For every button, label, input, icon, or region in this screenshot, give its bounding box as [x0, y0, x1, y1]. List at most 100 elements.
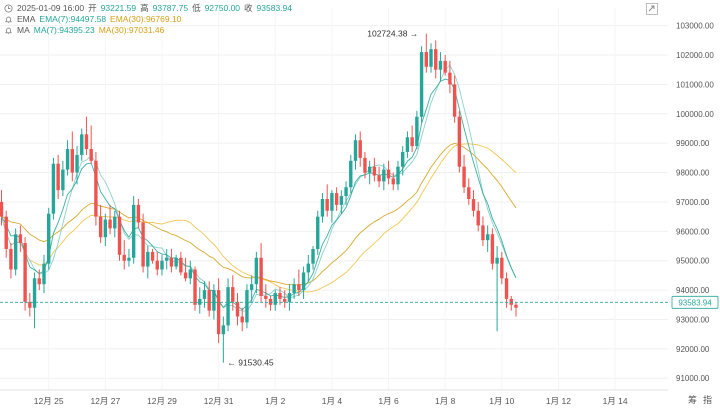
- candle: [401, 146, 405, 176]
- fullscreen-icon[interactable]: [646, 2, 658, 15]
- y-tick-label: 101000.00: [676, 80, 714, 89]
- ma-info-row[interactable]: MA MA(7):94395.23 MA(30):97031.46: [4, 25, 164, 35]
- y-tick-label: 93000.00: [676, 315, 710, 324]
- candle: [443, 55, 447, 76]
- candle: [325, 184, 329, 217]
- ma7-value: MA(7):94395.23: [33, 25, 95, 35]
- candle: [254, 251, 259, 294]
- candle: [207, 281, 211, 317]
- overlays: 93583.94 102724.38 → ← 91530.45: [0, 29, 719, 368]
- ma7-line: [1, 64, 517, 312]
- candle: [32, 272, 37, 329]
- candle-body: [141, 222, 145, 267]
- candle: [37, 269, 41, 291]
- candle: [405, 131, 410, 158]
- candle-body: [89, 149, 93, 161]
- indicator-tool-button[interactable]: 指: [702, 395, 712, 405]
- ohlc-info-row: 2025-01-09 16:00 开 93221.59 高 93787.75 低…: [4, 2, 292, 14]
- candle-body: [434, 49, 438, 70]
- candle-datetime: 2025-01-09 16:00: [17, 3, 85, 13]
- candle-body: [264, 295, 268, 299]
- candle-body: [367, 166, 372, 173]
- x-tick-label: 1月 4: [322, 396, 343, 406]
- candle: [344, 181, 348, 205]
- footer-tools: 筹 指: [688, 393, 712, 406]
- candle-body: [103, 219, 108, 238]
- x-tick-label: 12月 31: [204, 396, 234, 406]
- candle: [292, 278, 296, 299]
- candle: [65, 140, 70, 176]
- candle: [231, 275, 235, 311]
- candle-body: [273, 293, 277, 305]
- bell-icon[interactable]: [4, 26, 13, 35]
- candle-body: [316, 216, 320, 249]
- candle-body: [268, 298, 273, 305]
- open-value: 93221.59: [100, 3, 137, 13]
- candle-body: [457, 116, 462, 167]
- candle: [434, 40, 438, 79]
- candle: [179, 251, 183, 276]
- candle: [245, 284, 249, 329]
- candle-body: [212, 290, 216, 311]
- candle-body: [113, 216, 117, 229]
- candle: [391, 172, 395, 191]
- high-value: 93787.75: [152, 3, 189, 13]
- candle: [278, 287, 282, 305]
- candle-body: [424, 52, 428, 67]
- candle-body: [94, 160, 98, 217]
- candle: [42, 254, 46, 294]
- candle-body: [353, 140, 358, 161]
- candles: [0, 33, 518, 363]
- candle-body: [231, 287, 235, 302]
- candle: [94, 151, 98, 226]
- candle: [70, 131, 74, 182]
- candle: [353, 134, 358, 170]
- candle: [165, 248, 169, 270]
- ema-info-row[interactable]: EMA EMA(7):94497.58 EMA(30):96769.10: [4, 14, 181, 24]
- bell-icon[interactable]: [4, 15, 13, 24]
- candle-body: [193, 269, 197, 305]
- candle: [452, 75, 457, 123]
- candle: [198, 287, 202, 314]
- x-tick-label: 1月 14: [603, 396, 628, 406]
- candle: [117, 210, 122, 261]
- chips-tool-button[interactable]: 筹: [687, 395, 697, 405]
- candle: [89, 125, 93, 164]
- candle-body: [334, 193, 339, 205]
- candle-body: [108, 219, 112, 229]
- candle-body: [188, 269, 192, 279]
- candle-body: [349, 160, 353, 188]
- candle: [84, 116, 89, 155]
- candle: [150, 248, 155, 264]
- candle: [415, 110, 419, 150]
- candle-body: [122, 254, 126, 261]
- candle-body: [136, 204, 141, 223]
- ema30-value: EMA(30):96769.10: [110, 14, 182, 24]
- candle-body: [490, 234, 495, 264]
- candle-body: [249, 284, 254, 291]
- candle-body: [283, 298, 287, 302]
- candle: [382, 163, 386, 191]
- candle: [202, 281, 207, 308]
- candle-body: [330, 193, 334, 211]
- candle-body: [306, 263, 310, 273]
- candle: [23, 237, 27, 311]
- candle: [127, 248, 131, 267]
- candle-body: [47, 213, 51, 264]
- candle-body: [410, 137, 414, 147]
- candle: [504, 272, 509, 308]
- candle-body: [500, 257, 504, 279]
- candle-body: [146, 251, 150, 267]
- axes: 103000.00 102000.00 101000.00 100000.00 9900…: [0, 22, 714, 406]
- candle-body: [391, 178, 395, 185]
- candle: [495, 246, 499, 332]
- candle: [183, 257, 188, 282]
- y-tick-label: 100000.00: [676, 110, 714, 119]
- candle: [386, 160, 391, 185]
- candle-body: [320, 199, 325, 217]
- candle: [438, 52, 443, 82]
- candle: [316, 210, 320, 255]
- candle-body: [32, 278, 37, 308]
